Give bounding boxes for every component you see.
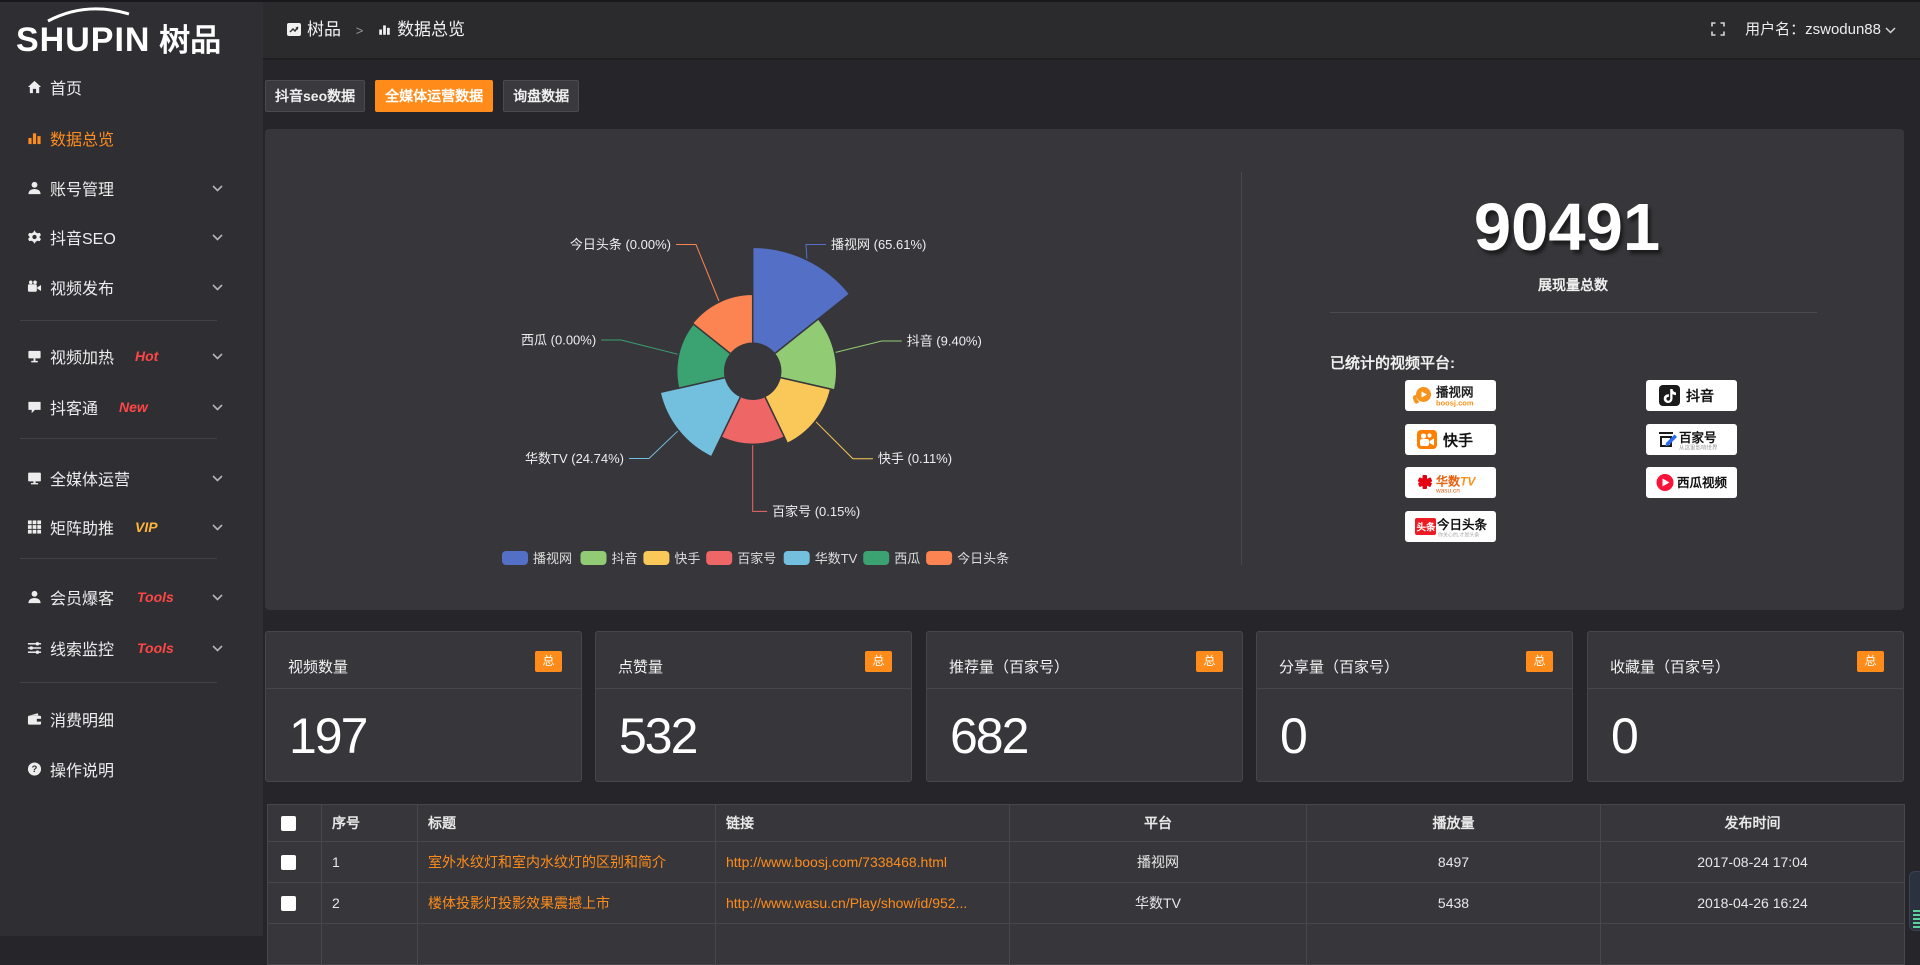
svg-text:从这里影响世界: 从这里影响世界 — [1679, 444, 1718, 452]
svg-text:快手 (0.11%): 快手 (0.11%) — [878, 451, 952, 466]
svg-text:西瓜: 西瓜 — [894, 551, 920, 566]
svg-text:百家号: 百家号 — [1679, 430, 1717, 445]
svg-text:今日头条: 今日头条 — [1436, 517, 1488, 532]
svg-text:?: ? — [32, 764, 38, 774]
svg-text:快手: 快手 — [1443, 432, 1473, 450]
svg-text:今日头条: 今日头条 — [957, 551, 1009, 566]
svg-text:wasu.cn: wasu.cn — [1435, 488, 1460, 495]
svg-text:西瓜视频: 西瓜视频 — [1677, 475, 1728, 490]
svg-text:快手: 快手 — [674, 551, 700, 566]
svg-text:华数TV: 华数TV — [815, 551, 858, 566]
svg-text:头条: 头条 — [1417, 522, 1437, 534]
svg-text:boosj.com: boosj.com — [1436, 399, 1474, 408]
svg-text:今日头条 (0.00%): 今日头条 (0.00%) — [570, 237, 671, 252]
svg-text:抖音: 抖音 — [1686, 388, 1714, 404]
svg-text:华数TV: 华数TV — [1436, 474, 1476, 489]
svg-text:抖音: 抖音 — [612, 551, 638, 566]
svg-text:西瓜 (0.00%): 西瓜 (0.00%) — [521, 333, 596, 348]
svg-text:百家号: 百家号 — [737, 551, 776, 566]
svg-text:播视网 (65.61%): 播视网 (65.61%) — [831, 237, 926, 252]
svg-text:抖音 (9.40%): 抖音 (9.40%) — [907, 334, 982, 349]
svg-text:你关心的,才是头条: 你关心的,才是头条 — [1438, 532, 1479, 539]
svg-text:华数TV (24.74%): 华数TV (24.74%) — [525, 451, 624, 466]
svg-text:播视网: 播视网 — [533, 551, 572, 566]
svg-text:播视网: 播视网 — [1436, 385, 1474, 400]
svg-text:百家号 (0.15%): 百家号 (0.15%) — [772, 504, 860, 519]
